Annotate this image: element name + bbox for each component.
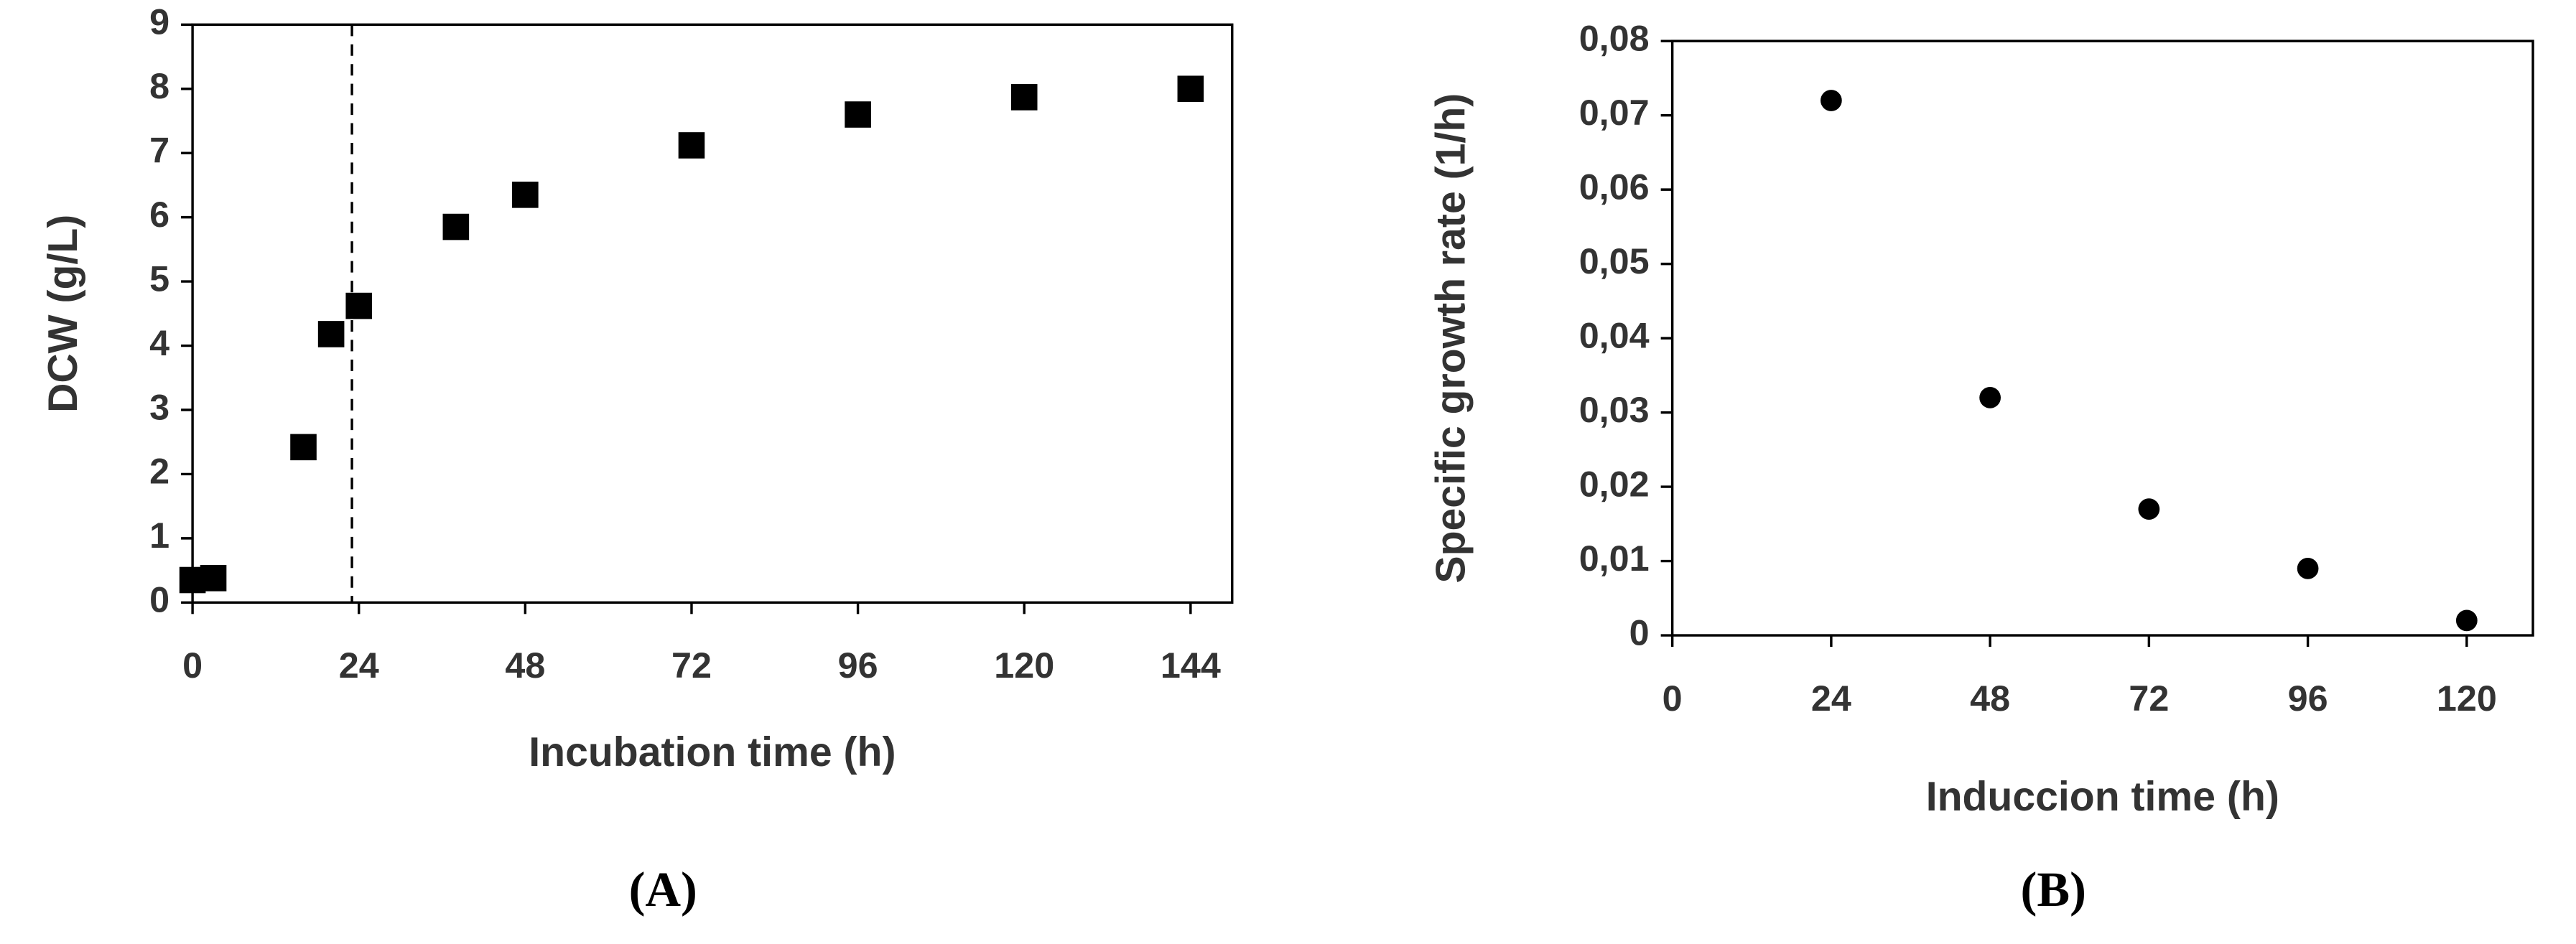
- y-tick-label: 7: [149, 129, 169, 170]
- y-axis-title: DCW (g/L): [40, 215, 86, 413]
- data-point: [2297, 558, 2319, 579]
- y-tick-label: 0,06: [1579, 166, 1650, 207]
- y-tick-label: 9: [149, 1, 169, 42]
- y-tick-label: 2: [149, 451, 169, 492]
- x-axis-title: Incubation time (h): [529, 729, 896, 775]
- y-tick-label: 1: [149, 515, 169, 556]
- x-tick-label: 96: [2288, 678, 2328, 719]
- x-tick-label: 72: [2129, 678, 2169, 719]
- data-point: [200, 565, 227, 592]
- panel-label: (B): [2021, 862, 2086, 917]
- y-tick-label: 0,08: [1579, 17, 1650, 58]
- x-axis-title: Induccion time (h): [1926, 774, 2279, 820]
- y-axis-title: Specific growth rate (1/h): [1428, 93, 1474, 584]
- y-tick-label: 0: [149, 579, 169, 620]
- data-point: [442, 213, 470, 240]
- plot-frame: [191, 23, 1234, 604]
- y-tick-label: 6: [149, 194, 169, 235]
- y-tick-label: 4: [149, 322, 169, 363]
- data-point: [1979, 387, 2001, 408]
- data-point: [678, 132, 705, 159]
- x-tick-label: 24: [1811, 678, 1851, 719]
- x-tick-label: 48: [505, 645, 545, 686]
- y-tick-label: 0,04: [1579, 314, 1650, 355]
- data-point: [1177, 75, 1204, 103]
- x-tick-label: 120: [2437, 678, 2497, 719]
- y-tick-label: 3: [149, 386, 169, 427]
- y-tick-label: 0,07: [1579, 92, 1650, 133]
- y-tick-label: 5: [149, 258, 169, 299]
- data-point: [2138, 498, 2160, 520]
- panel-label: (A): [629, 862, 697, 917]
- x-tick-label: 48: [1970, 678, 2010, 719]
- data-point: [845, 101, 871, 128]
- x-tick-label: 144: [1161, 645, 1221, 686]
- y-tick-label: 8: [149, 65, 169, 106]
- data-point: [345, 292, 373, 319]
- plot-frame: [1670, 39, 2534, 637]
- x-tick-label: 24: [339, 645, 379, 686]
- x-tick-label: 96: [838, 645, 878, 686]
- data-point: [1821, 90, 1842, 111]
- y-tick-label: 0,02: [1579, 463, 1650, 504]
- y-tick-label: 0,05: [1579, 240, 1650, 281]
- x-tick-label: 72: [671, 645, 712, 686]
- y-tick-label: 0,01: [1579, 538, 1650, 579]
- x-tick-label: 0: [1663, 678, 1683, 719]
- data-point: [1010, 84, 1038, 111]
- data-point: [290, 434, 317, 461]
- y-tick-label: 0: [1629, 612, 1650, 653]
- data-point: [512, 182, 539, 208]
- y-tick-label: 0,03: [1579, 389, 1650, 430]
- x-tick-label: 120: [994, 645, 1054, 686]
- x-tick-label: 0: [182, 645, 203, 686]
- data-point: [2455, 609, 2478, 632]
- data-point: [317, 321, 345, 347]
